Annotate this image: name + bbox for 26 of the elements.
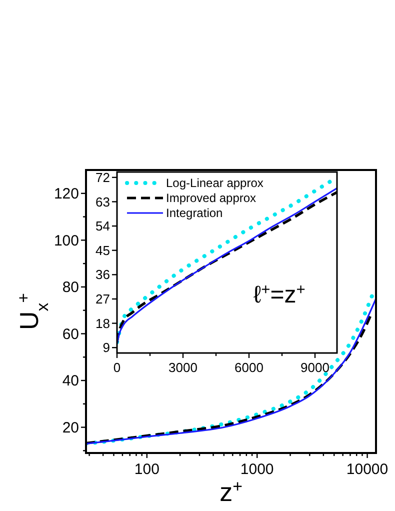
y-tick-label: 40 xyxy=(62,372,79,390)
x-tick-label: 100 xyxy=(134,461,160,478)
x-tick-label: 6000 xyxy=(234,360,264,375)
y-tick-label: 27 xyxy=(96,292,110,307)
y-tick-label: 120 xyxy=(54,186,79,203)
legend-label: Integration xyxy=(166,206,223,220)
legend-label: Improved approx xyxy=(166,191,256,205)
x-tick-label: 9000 xyxy=(300,360,330,375)
y-tick-label: 45 xyxy=(96,242,110,258)
x-tick-label: 1000 xyxy=(240,461,274,478)
annotation: ℓ$^{+}$=z$^{+}$ xyxy=(253,280,306,308)
y-tick-label: 9 xyxy=(102,340,110,356)
x-axis-title: z$^{+}$ xyxy=(220,476,243,507)
y-tick-label: 60 xyxy=(62,326,79,343)
x-tick-label: 3000 xyxy=(168,360,198,375)
y-tick-label: 80 xyxy=(62,279,79,296)
y-tick-label: 18 xyxy=(96,316,110,331)
legend-label: Log-Linear approx xyxy=(166,176,264,190)
y-tick-label: 63 xyxy=(96,194,110,210)
y-tick-label: 36 xyxy=(96,267,110,282)
y-tick-label: 54 xyxy=(96,218,110,234)
y-tick-label: 20 xyxy=(62,420,79,437)
y-tick-label: 100 xyxy=(54,232,79,250)
x-tick-label: 10000 xyxy=(346,461,388,478)
y-tick-label: 72 xyxy=(96,170,110,185)
x-tick-label: 0 xyxy=(113,360,121,375)
